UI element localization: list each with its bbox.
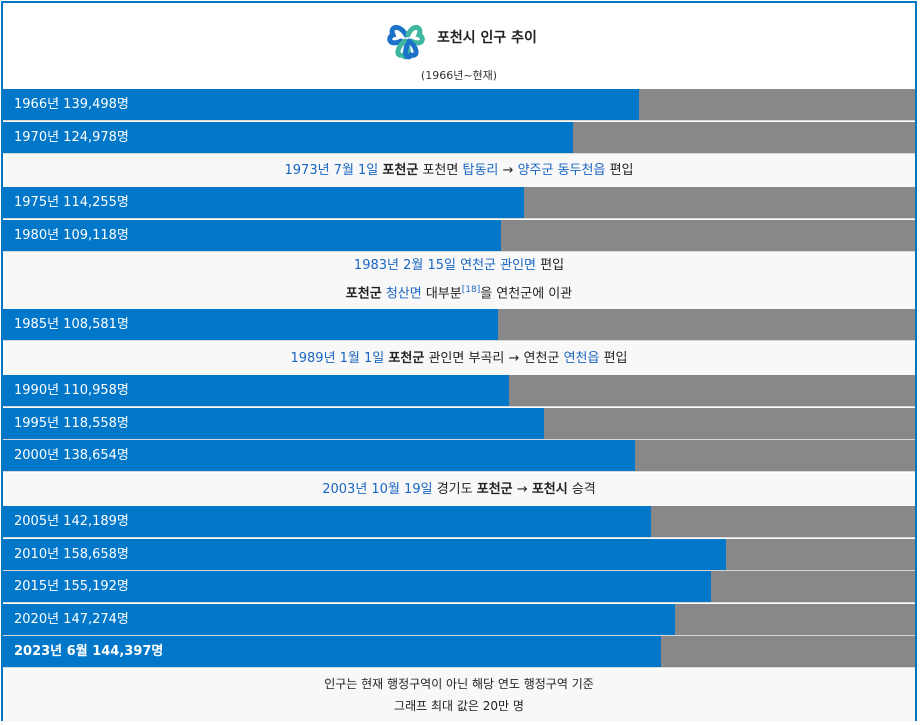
arrow-icon: → <box>516 482 528 497</box>
note-place-link[interactable]: 청산면 <box>385 286 422 302</box>
row-divider <box>3 340 915 341</box>
note-text: 포천군 <box>382 163 419 178</box>
chart-footer: 인구는 현재 행정구역이 아닌 해당 연도 행정구역 기준 그래프 최대 값은 … <box>3 669 915 721</box>
note-text: 포천시 <box>531 482 568 497</box>
row-divider <box>3 635 915 636</box>
note-text: 편입 <box>609 163 634 178</box>
bar-fill <box>3 604 675 635</box>
bar-fill <box>3 571 711 602</box>
bar-label: 1995년 118,558명 <box>14 416 129 431</box>
bar-row: 1985년 108,581명 <box>3 309 915 340</box>
note-text: 포천면 <box>422 163 459 178</box>
bar-label: 1985년 108,581명 <box>14 317 129 332</box>
bar-label: 2015년 155,192명 <box>14 579 129 594</box>
note-place-link[interactable]: 양주군 동두천읍 <box>517 163 606 178</box>
bar-fill <box>3 408 544 439</box>
row-divider <box>3 602 915 603</box>
bar-fill <box>3 220 501 251</box>
bar-fill <box>3 187 524 218</box>
bar-row: 2015년 155,192명 <box>3 571 915 602</box>
note-1983: 1983년 2월 15일 연천군 관인면 편입 포천군 청산면 대부분[18]을… <box>3 252 915 309</box>
bar-fill <box>3 122 573 153</box>
note-text: 포천군 <box>388 351 425 366</box>
reference-link[interactable]: [18] <box>461 285 481 295</box>
bar-fill <box>3 506 651 537</box>
chart-title: 포천시 인구 추이 <box>437 30 537 46</box>
bar-row: 1970년 124,978명 <box>3 122 915 153</box>
bar-label: 2000년 138,654명 <box>14 448 129 463</box>
bar-label: 1966년 139,498명 <box>14 97 129 112</box>
row-divider <box>3 570 915 571</box>
note-2003: 2003년 10월 19일 경기도 포천군 → 포천시 승격 <box>3 473 915 506</box>
bar-label: 2010년 158,658명 <box>14 547 129 562</box>
bar-fill <box>3 636 661 667</box>
row-divider <box>3 153 915 154</box>
note-1989: 1989년 1월 1일 포천군 관인면 부곡리 → 연천군 연천읍 편입 <box>3 342 915 375</box>
note-place-link[interactable]: 연천군 관인면 <box>460 258 537 273</box>
bar-fill <box>3 440 635 471</box>
chart-header: 포천시 인구 추이 (1966년~현재) <box>3 3 915 89</box>
bar-label: 1975년 114,255명 <box>14 195 129 210</box>
note-text: 을 연천군에 이관 <box>480 286 573 302</box>
row-divider <box>3 120 915 121</box>
arrow-icon: → <box>508 351 520 366</box>
bar-row: 1980년 109,118명 <box>3 220 915 251</box>
bar-row: 1966년 139,498명 <box>3 89 915 120</box>
note-date-link[interactable]: 1989년 1월 1일 <box>290 351 385 366</box>
bar-label: 1980년 109,118명 <box>14 228 129 243</box>
note-text: 포천군 <box>345 286 382 302</box>
pocheon-clover-logo-icon <box>387 25 425 60</box>
bar-row: 2000년 138,654명 <box>3 440 915 471</box>
bar-row: 1995년 118,558명 <box>3 408 915 439</box>
bar-row: 1990년 110,958명 <box>3 375 915 406</box>
footer-note: 그래프 최대 값은 20만 명 <box>394 699 524 713</box>
note-text: 경기도 <box>436 482 473 497</box>
note-place-link[interactable]: 탑동리 <box>462 163 499 178</box>
note-text: 편입 <box>540 258 565 273</box>
chart-subtitle: (1966년~현재) <box>420 69 498 82</box>
note-text: 포천군 <box>476 482 513 497</box>
bar-row: 2010년 158,658명 <box>3 539 915 570</box>
bar-row: 2023년 6월 144,397명 <box>3 636 915 667</box>
note-text: 승격 <box>571 482 596 497</box>
bar-row: 2005년 142,189명 <box>3 506 915 537</box>
bar-label: 1970년 124,978명 <box>14 130 129 145</box>
note-place-link[interactable]: 연천읍 <box>563 351 600 366</box>
note-date-link[interactable]: 1973년 7월 1일 <box>284 163 379 178</box>
bar-fill <box>3 375 509 406</box>
row-divider <box>3 218 915 219</box>
note-text: 편입 <box>603 351 628 366</box>
note-text: 관인면 부곡리 <box>428 351 505 366</box>
note-date-link[interactable]: 1983년 2월 15일 <box>353 258 456 273</box>
row-divider <box>3 251 915 252</box>
note-text: 연천군 <box>523 351 560 366</box>
row-divider <box>3 406 915 407</box>
bar-fill <box>3 89 639 120</box>
bar-row: 2020년 147,274명 <box>3 604 915 635</box>
bar-label: 2020년 147,274명 <box>14 612 129 627</box>
note-text: 대부분 <box>425 286 462 302</box>
row-divider <box>3 537 915 538</box>
row-divider <box>3 667 915 668</box>
bar-label: 2005년 142,189명 <box>14 514 129 529</box>
footer-note: 인구는 현재 행정구역이 아닌 해당 연도 행정구역 기준 <box>324 677 594 691</box>
row-divider <box>3 471 915 472</box>
bar-row: 1975년 114,255명 <box>3 187 915 218</box>
bar-fill <box>3 309 498 340</box>
bar-fill <box>3 539 726 570</box>
row-divider <box>3 439 915 440</box>
note-date-link[interactable]: 2003년 10월 19일 <box>322 482 433 497</box>
bar-label: 1990년 110,958명 <box>14 383 129 398</box>
bar-label: 2023년 6월 144,397명 <box>14 644 164 659</box>
arrow-icon: → <box>502 163 514 178</box>
note-1973: 1973년 7월 1일 포천군 포천면 탑동리 → 양주군 동두천읍 편입 <box>3 154 915 187</box>
